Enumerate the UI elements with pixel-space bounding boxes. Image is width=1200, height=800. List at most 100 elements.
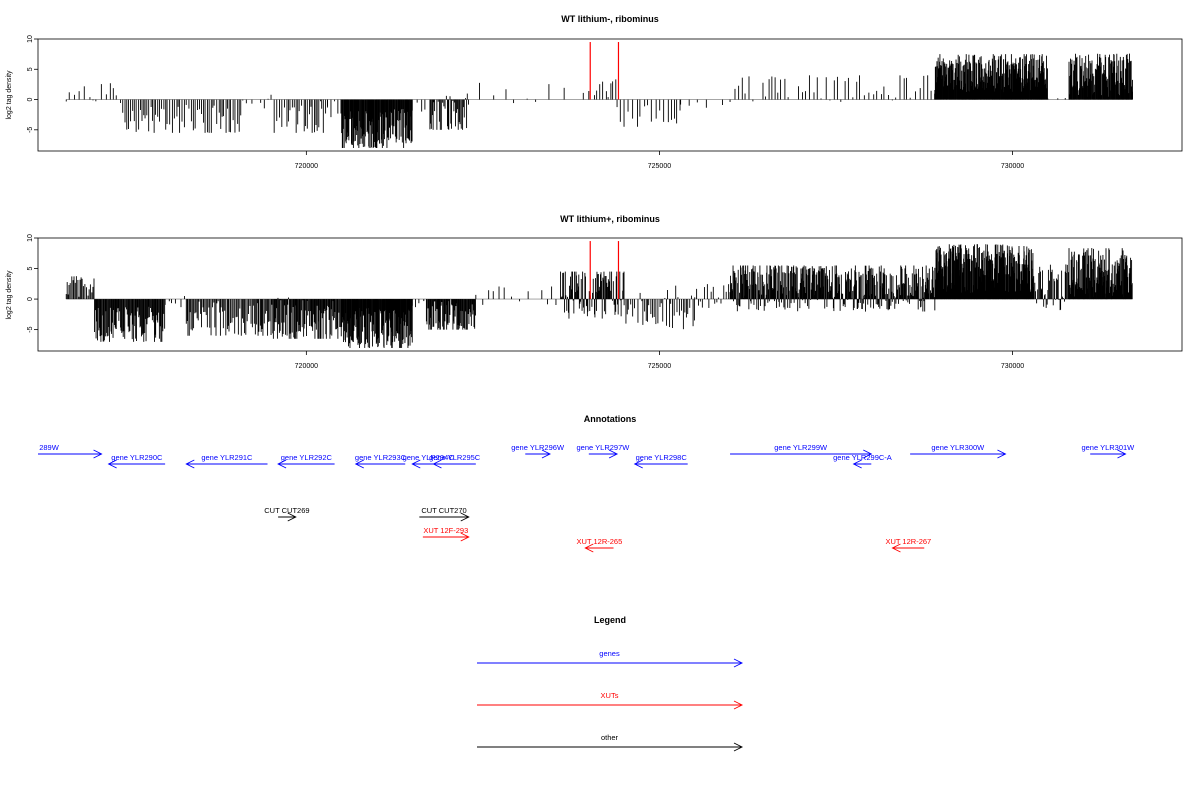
y-tick-label: -5	[27, 127, 34, 133]
feature-label: gene YLR292C	[281, 453, 333, 462]
annotation-feature: gene YLR297W	[577, 443, 631, 459]
feature-label: CUT CUT270	[421, 506, 466, 515]
density-bars	[65, 244, 1133, 348]
annotation-feature: gene YLR293C	[354, 453, 407, 469]
feature-arrowhead	[93, 449, 103, 459]
y-tick-label: 5	[27, 67, 34, 71]
annotation-feature: CUT CUT269	[264, 506, 310, 522]
annotation-feature: gene YLR301W	[1081, 443, 1135, 459]
y-axis-label: log2 tag density	[6, 70, 13, 120]
legend-item: other	[477, 733, 744, 752]
feature-arrowhead	[1117, 449, 1127, 459]
legend-item: genes	[477, 649, 744, 668]
x-axis-ticks: 720000 725000 730000	[295, 351, 1024, 370]
track-panel-lithium-plus: WT lithium+, ribominus log2 tag density …	[6, 214, 1183, 370]
feature-label: gene YLR297W	[577, 443, 631, 452]
x-tick-label: 725000	[648, 363, 671, 370]
legend-arrowhead	[733, 658, 744, 668]
feature-arrowhead	[411, 459, 421, 469]
legend-items: genes XUTs other	[477, 649, 744, 752]
annotation-features: 289W gene YLR290C gene YLR291C gene YLR292C…	[38, 443, 1135, 553]
annotation-feature: gene YLR300W	[910, 443, 1007, 459]
feature-arrowhead	[354, 459, 364, 469]
feature-label: gene YLR299C-A	[833, 453, 892, 462]
x-tick-label: 730000	[1001, 363, 1024, 370]
annotation-feature: gene YLR291C	[185, 453, 268, 469]
feature-label: gene YLR291C	[201, 453, 253, 462]
feature-arrowhead	[584, 543, 594, 553]
feature-arrowhead	[891, 543, 901, 553]
feature-label: CUT CUT269	[264, 506, 309, 515]
legend-arrowhead	[733, 742, 744, 752]
feature-label: gene YLR299W	[774, 443, 828, 452]
panel-title: WT lithium-, ribominus	[561, 14, 659, 24]
legend-title: Legend	[594, 615, 626, 625]
feature-label: XUT 12R-265	[577, 537, 623, 546]
feature-arrowhead	[460, 512, 470, 522]
legend-arrowhead	[733, 700, 744, 710]
annotations-title: Annotations	[584, 414, 637, 424]
x-tick-label: 725000	[648, 163, 671, 170]
feature-arrowhead	[608, 449, 619, 459]
annotations-panel: Annotations 289W gene YLR290C gene YLR291C…	[38, 414, 1135, 553]
feature-arrowhead	[997, 449, 1007, 459]
legend-label: XUTs	[601, 691, 619, 700]
annotation-feature: XUT 12R-267	[885, 537, 931, 553]
y-axis-ticks: 10 5 0 -5	[27, 35, 38, 133]
annotation-feature: CUT CUT270	[419, 506, 470, 522]
feature-label: 289W	[39, 443, 60, 452]
y-tick-label: 5	[27, 266, 34, 270]
feature-label: gene YLR290C	[111, 453, 163, 462]
y-axis-label: log2 tag density	[6, 270, 13, 320]
feature-label: gene YLR293C	[355, 453, 407, 462]
feature-label: XUT 12R-267	[885, 537, 931, 546]
feature-arrowhead	[541, 449, 551, 459]
annotation-feature: gene YLR296W	[511, 443, 565, 459]
y-tick-label: 10	[27, 35, 34, 43]
feature-label: gene YLR294C	[403, 453, 455, 462]
feature-arrowhead	[277, 459, 287, 469]
annotation-feature: gene YLR299W	[730, 443, 873, 459]
plot-frame	[37, 237, 1183, 352]
y-axis-ticks: 10 5 0 -5	[27, 234, 38, 333]
annotation-feature: gene YLR299C-A	[833, 453, 892, 469]
annotation-feature: gene YLR295C	[429, 453, 481, 469]
feature-arrowhead	[852, 459, 862, 469]
annotation-feature: 289W	[38, 443, 103, 459]
marker-lines	[589, 241, 620, 300]
feature-arrowhead	[107, 459, 117, 469]
y-tick-label: -5	[27, 326, 34, 332]
annotation-feature: gene YLR298C	[633, 453, 688, 469]
feature-arrowhead	[863, 449, 873, 459]
x-tick-label: 720000	[295, 363, 318, 370]
track-panel-lithium-minus: WT lithium-, ribominus log2 tag density …	[6, 14, 1183, 170]
feature-arrowhead	[287, 512, 297, 522]
y-tick-label: 0	[27, 297, 34, 301]
legend-label: other	[601, 733, 619, 742]
legend-item: XUTs	[477, 691, 744, 710]
legend-panel: Legend genes XUTs other	[477, 615, 744, 752]
x-tick-label: 720000	[295, 163, 318, 170]
x-tick-label: 730000	[1001, 163, 1024, 170]
feature-label: gene YLR300W	[931, 443, 985, 452]
legend-label: genes	[599, 649, 620, 658]
y-tick-label: 0	[27, 97, 34, 101]
feature-label: gene YLR301W	[1081, 443, 1135, 452]
feature-label: gene YLR295C	[429, 453, 481, 462]
y-tick-label: 10	[27, 234, 34, 242]
panel-title: WT lithium+, ribominus	[560, 214, 660, 224]
annotation-feature: XUT 12F-293	[422, 526, 470, 542]
plot-frame	[37, 38, 1183, 152]
feature-label: gene YLR296W	[511, 443, 565, 452]
density-bars	[65, 53, 1133, 148]
feature-arrowhead	[432, 459, 442, 469]
feature-arrowhead	[633, 459, 643, 469]
feature-arrowhead	[460, 532, 470, 542]
feature-label: gene YLR298C	[636, 453, 688, 462]
annotation-feature: XUT 12R-265	[577, 537, 623, 553]
feature-arrowhead	[185, 459, 195, 469]
marker-lines	[589, 42, 620, 100]
annotation-feature: gene YLR292C	[277, 453, 335, 469]
annotation-feature: gene YLR290C	[107, 453, 166, 469]
